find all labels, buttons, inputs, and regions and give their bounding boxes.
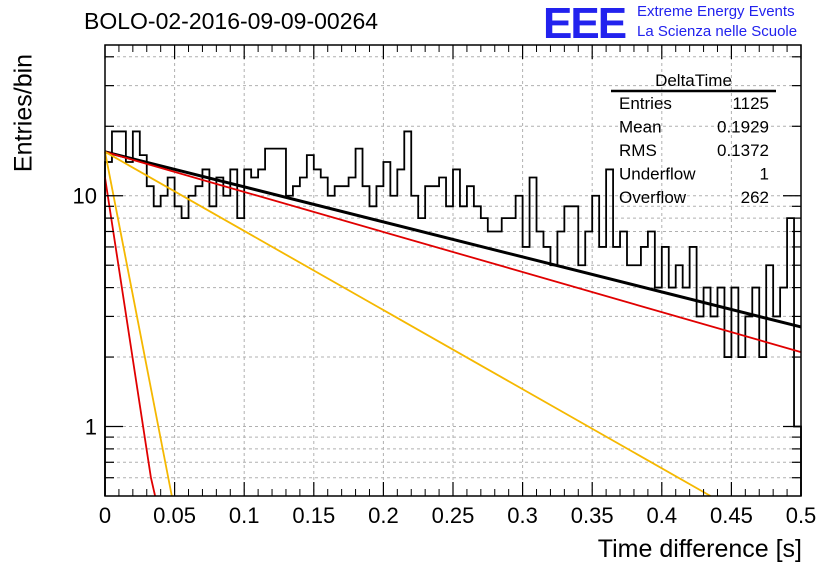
fit-curve-3 <box>104 177 152 478</box>
eee-logo: EEE <box>543 0 627 48</box>
y-tick-label: 10 <box>73 184 97 209</box>
x-tick-label: 0.4 <box>647 503 678 528</box>
fit-curve-2 <box>104 151 711 497</box>
stats-value: 1 <box>760 165 769 184</box>
fit-curves <box>104 150 802 497</box>
stats-label: RMS <box>619 141 657 160</box>
stats-box: DeltaTime Entries 1125 Mean 0.1929 RMS 0.1372 U… <box>611 71 776 207</box>
x-tick-label: 0.05 <box>153 503 196 528</box>
stats-label: Mean <box>619 118 662 137</box>
fit-curve-3-tail <box>150 477 156 497</box>
stats-label: Underflow <box>619 165 696 184</box>
fit-curve-4 <box>104 151 173 497</box>
brand-line-2: La Scienza nelle Scuole <box>637 23 798 40</box>
x-tick-label: 0.5 <box>786 503 817 528</box>
x-axis-label: Time difference [s] <box>597 535 802 563</box>
stats-value: 0.1372 <box>717 141 769 160</box>
stats-title: DeltaTime <box>655 71 732 90</box>
stats-label: Entries <box>619 94 672 113</box>
brand-line-1: Extreme Energy Events <box>637 3 795 20</box>
stats-label: Overflow <box>619 188 687 207</box>
x-tick-label: 0.25 <box>432 503 475 528</box>
stats-value: 1125 <box>732 94 769 113</box>
x-tick-label: 0.45 <box>710 503 753 528</box>
fit-curve-0 <box>104 150 802 329</box>
x-tick-label: 0.1 <box>229 503 260 528</box>
axes: 0 0.05 0.1 0.15 0.2 0.25 0.3 0.35 0.4 0.45 0.5 1 10 <box>73 44 817 528</box>
x-tick-label: 0.35 <box>571 503 614 528</box>
x-tick-label: 0 <box>99 503 111 528</box>
stats-value: 262 <box>741 188 769 207</box>
histogram-outline <box>104 130 802 496</box>
x-tick-label: 0.15 <box>292 503 335 528</box>
x-tick-label: 0.2 <box>368 503 399 528</box>
fit-curve-1 <box>104 150 802 354</box>
stats-value: 0.1929 <box>717 118 769 137</box>
y-tick-label: 1 <box>85 415 97 440</box>
histogram <box>104 130 802 496</box>
chart-title: BOLO-02-2016-09-09-00264 <box>84 8 379 34</box>
x-tick-label: 0.3 <box>507 503 538 528</box>
grid <box>105 45 801 496</box>
